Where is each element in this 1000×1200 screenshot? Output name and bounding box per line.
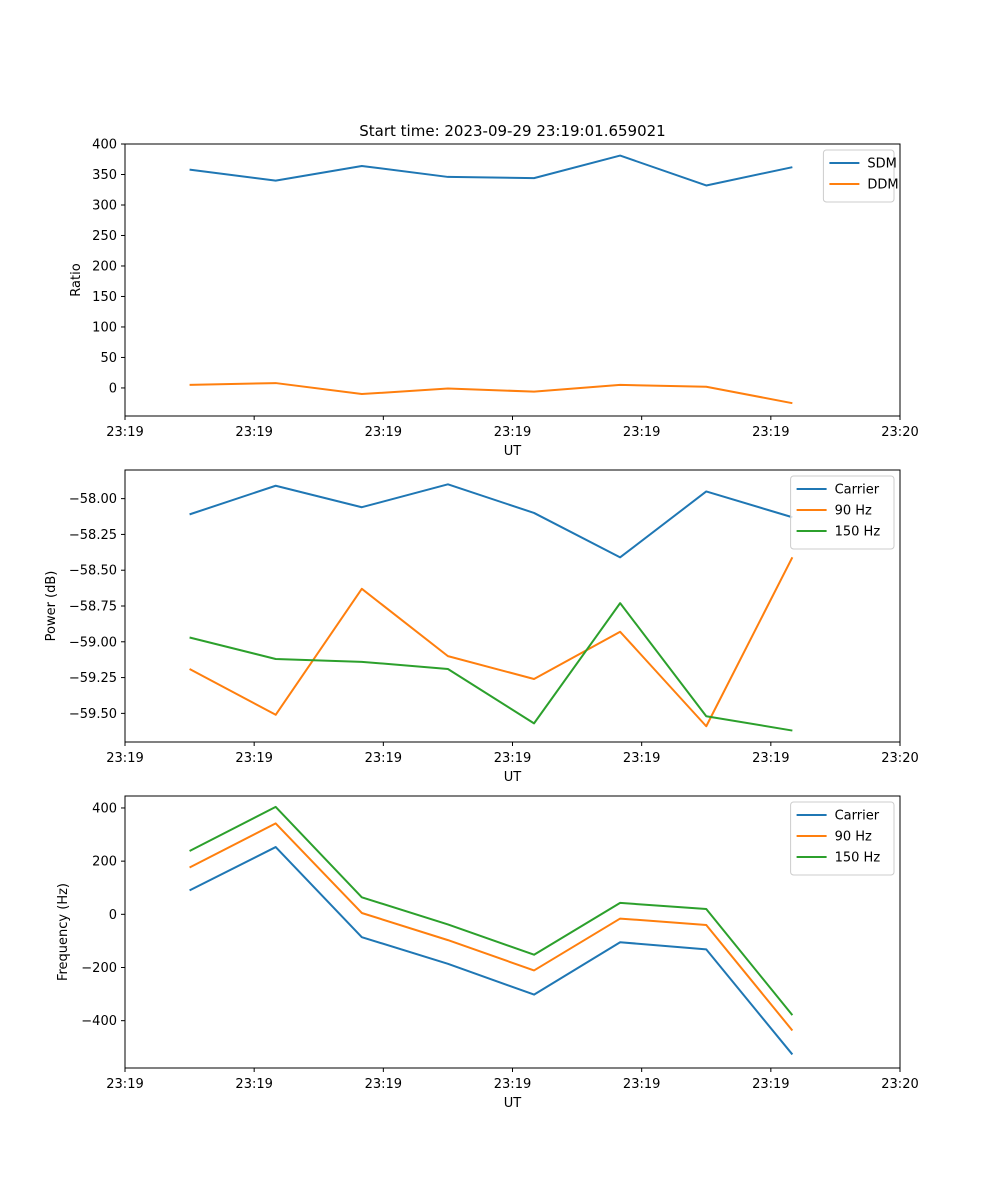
x-tick-label: 23:19 <box>106 751 143 766</box>
x-tick-label: 23:19 <box>623 425 660 440</box>
legend-label: SDM <box>867 157 896 172</box>
x-tick-label: 23:19 <box>106 1077 143 1092</box>
legend-label: 90 Hz <box>835 504 872 519</box>
y-tick-label: −400 <box>81 1014 117 1029</box>
x-axis-label: UT <box>504 444 522 459</box>
x-tick-label: 23:19 <box>365 751 402 766</box>
y-tick-label: 50 <box>100 351 117 366</box>
series-line-150-hz <box>189 805 794 1016</box>
legend: Carrier 90 Hz 150 Hz <box>790 475 895 550</box>
x-tick-label: 23:19 <box>623 1077 660 1092</box>
series-line-sdm <box>189 154 793 187</box>
x-tick-label: 23:19 <box>494 425 531 440</box>
y-tick-label: 150 <box>92 290 117 305</box>
legend-label: DDM <box>867 178 898 193</box>
y-tick-label: 400 <box>92 138 117 153</box>
x-tick-label: 23:20 <box>881 1077 918 1092</box>
y-tick-label: −59.50 <box>69 707 117 722</box>
chart-title: Start time: 2023-09-29 23:19:01.659021 <box>359 122 665 140</box>
plot-frame <box>124 795 901 1069</box>
chart-panel-2: 23:19 23:19 23:19 23:19 23:19 23:19 23:20 −59.5… <box>44 469 919 785</box>
x-tick-label: 23:19 <box>752 1077 789 1092</box>
x-tick-label: 23:19 <box>752 425 789 440</box>
legend-label: 150 Hz <box>835 851 881 866</box>
chart-panel-1: Start time: 2023-09-29 23:19:01.659021 23… <box>69 122 919 459</box>
y-tick-label: −58.50 <box>69 564 117 579</box>
chart-panel-3: 23:19 23:19 23:19 23:19 23:19 23:19 23:20 −400 −… <box>56 795 919 1111</box>
y-tick-label: 350 <box>92 168 117 183</box>
y-axis-label: Frequency (Hz) <box>56 883 71 981</box>
y-axis-label: Power (dB) <box>44 571 59 642</box>
y-tick-label: −58.25 <box>69 528 117 543</box>
x-tick-label: 23:19 <box>752 751 789 766</box>
y-axis-label: Ratio <box>69 263 84 296</box>
x-tick-label: 23:19 <box>235 1077 272 1092</box>
x-tick-label: 23:19 <box>494 1077 531 1092</box>
y-tick-label: −59.25 <box>69 671 117 686</box>
series-line-ddm <box>189 382 793 405</box>
y-tick-label: 400 <box>92 801 117 816</box>
series-line-carrier <box>189 483 793 559</box>
y-tick-label: −59.00 <box>69 635 117 650</box>
legend-label: Carrier <box>835 809 880 824</box>
y-tick-label: −58.75 <box>69 600 117 615</box>
x-tick-label: 23:19 <box>235 751 272 766</box>
series-line-90-hz <box>189 822 794 1032</box>
y-tick-label: 200 <box>92 259 117 274</box>
x-tick-label: 23:19 <box>623 751 660 766</box>
x-tick-label: 23:19 <box>106 425 143 440</box>
y-tick-label: −200 <box>81 961 117 976</box>
legend-label: Carrier <box>835 483 880 498</box>
series-line-carrier <box>189 846 794 1056</box>
y-tick-label: 250 <box>92 229 117 244</box>
legend-label: 150 Hz <box>835 525 881 540</box>
plot-frame <box>124 143 901 417</box>
series-line-90-hz <box>189 556 794 728</box>
legend-label: 90 Hz <box>835 830 872 845</box>
x-tick-label: 23:19 <box>235 425 272 440</box>
x-axis-label: UT <box>504 770 522 785</box>
y-tick-label: −58.00 <box>69 492 117 507</box>
x-tick-label: 23:19 <box>494 751 531 766</box>
y-tick-label: 100 <box>92 320 117 335</box>
y-tick-label: 0 <box>109 908 117 923</box>
series-line-150-hz <box>189 602 793 732</box>
x-tick-label: 23:20 <box>881 425 918 440</box>
x-axis-label: UT <box>504 1096 522 1111</box>
y-tick-label: 300 <box>92 198 117 213</box>
y-tick-label: 200 <box>92 855 117 870</box>
x-tick-label: 23:19 <box>365 425 402 440</box>
y-tick-label: 0 <box>109 381 117 396</box>
plot-frame <box>124 469 901 743</box>
x-tick-label: 23:19 <box>365 1077 402 1092</box>
x-tick-label: 23:20 <box>881 751 918 766</box>
legend: SDM DDM <box>822 149 899 203</box>
legend: Carrier 90 Hz 150 Hz <box>790 801 895 876</box>
